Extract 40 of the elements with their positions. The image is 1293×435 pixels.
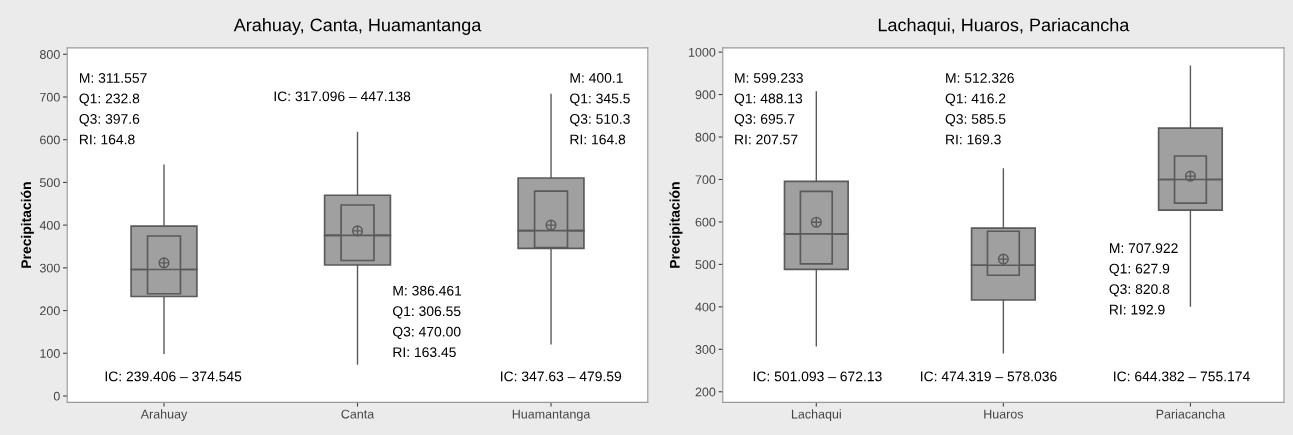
y-tick-label: 300: [695, 345, 716, 354]
annotation: IC: 239.406 – 374.545: [105, 371, 242, 382]
annotation: M: 400.1 Q1: 345.5 Q3: 510.3 RI: 164.8: [570, 73, 630, 145]
y-tick-label: 1000: [688, 47, 716, 57]
annotation: IC: 474.319 – 578.036: [921, 371, 1057, 382]
y-axis-title: Precipitación: [20, 182, 34, 268]
annotation: IC: 317.096 – 447.138: [274, 91, 411, 102]
annotation: M: 707.922 Q1: 627.9 Q3: 820.8 RI: 192.9: [1109, 243, 1178, 315]
y-tick-label: 300: [39, 263, 60, 273]
y-tick-label: 700: [40, 92, 60, 102]
y-tick-label: 900: [695, 90, 716, 100]
y-tick-label: 600: [40, 135, 60, 145]
y-tick-label: 500: [39, 178, 60, 188]
x-tick-label: Arahuay: [140, 409, 188, 421]
annotation: IC: 347.63 – 479.59: [501, 371, 622, 382]
annotation: M: 311.557 Q1: 232.8 Q3: 397.6 RI: 164.8: [79, 73, 147, 145]
annotation: IC: 501.093 – 672.13: [753, 371, 882, 382]
y-tick-label: 600: [695, 217, 716, 227]
chart-title: Lachaqui, Huaros, Pariacancha: [878, 18, 1130, 35]
y-tick-label: 500: [695, 260, 716, 270]
annotation: M: 386.461 Q1: 306.55 Q3: 470.00 RI: 163.45: [393, 285, 462, 358]
y-tick-label: 200: [695, 387, 716, 397]
x-tick-label: Canta: [341, 409, 375, 419]
y-tick-label: 0: [53, 391, 60, 401]
x-tick-label: Huamantanga: [512, 409, 591, 421]
x-tick-label: Pariacancha: [1156, 409, 1226, 419]
x-tick-label: Lachaqui: [791, 409, 841, 421]
y-tick-label: 400: [695, 302, 716, 312]
annotation: M: 512.326 Q1: 416.2 Q3: 585.5 RI: 169.3: [945, 73, 1014, 145]
y-tick-label: 800: [39, 50, 60, 59]
y-tick-label: 100: [40, 349, 60, 358]
annotation: IC: 644.382 – 755.174: [1114, 371, 1250, 382]
y-tick-label: 200: [40, 306, 60, 316]
annotation: M: 599.233 Q1: 488.13 Q3: 695.7 RI: 207.57: [734, 73, 803, 145]
y-tick-label: 400: [39, 220, 60, 230]
y-tick-label: 700: [695, 175, 716, 185]
chart-title: Arahuay, Canta, Huamantanga: [233, 18, 482, 35]
y-tick-label: 800: [695, 132, 716, 142]
y-axis-title: Precipitación: [669, 182, 683, 268]
x-tick-label: Huaros: [984, 409, 1024, 419]
